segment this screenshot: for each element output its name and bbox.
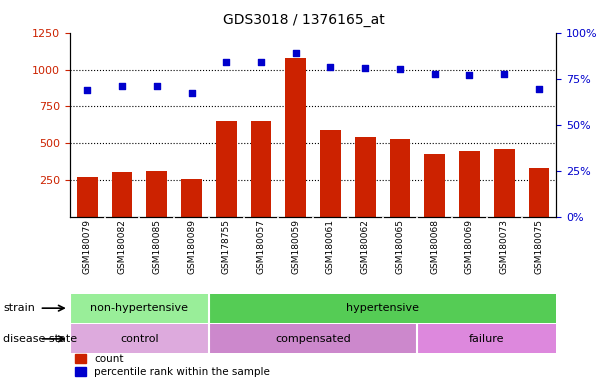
Legend: count, percentile rank within the sample: count, percentile rank within the sample (75, 354, 270, 377)
Point (465, 72, 474, 78)
Text: GSM180057: GSM180057 (257, 219, 266, 274)
Text: GSM180059: GSM180059 (291, 219, 300, 274)
Text: GSM180069: GSM180069 (465, 219, 474, 274)
Text: disease state: disease state (3, 334, 77, 344)
Bar (250, 121, 271, 217)
Point (117, 83, 127, 89)
Text: non-hypertensive: non-hypertensive (91, 303, 188, 313)
Bar (417, 324, 556, 353)
Point (221, 59, 231, 65)
Point (83, 87, 92, 93)
Bar (209, 294, 556, 323)
Text: GSM180085: GSM180085 (152, 219, 161, 274)
Bar (70, 294, 209, 323)
Text: GSM180061: GSM180061 (326, 219, 335, 274)
Bar (390, 139, 410, 217)
Bar (528, 167, 550, 217)
Point (326, 63, 336, 70)
Bar (77, 177, 98, 217)
Text: GSM180079: GSM180079 (83, 219, 92, 274)
Bar (147, 171, 167, 217)
Point (499, 71, 509, 77)
Point (187, 90, 196, 96)
Text: GSM180062: GSM180062 (361, 219, 370, 274)
Point (395, 66, 405, 72)
Text: control: control (120, 334, 159, 344)
Point (361, 65, 370, 71)
Bar (355, 137, 376, 217)
Text: strain: strain (3, 303, 35, 313)
Point (291, 50, 300, 56)
Bar (209, 324, 417, 353)
Point (430, 71, 440, 77)
Bar (285, 58, 306, 217)
Point (534, 86, 544, 92)
Text: GSM180068: GSM180068 (430, 219, 439, 274)
Text: GSM178755: GSM178755 (222, 219, 231, 274)
Bar (424, 154, 445, 217)
Bar (216, 121, 237, 217)
Text: GSM180089: GSM180089 (187, 219, 196, 274)
Text: GSM180082: GSM180082 (117, 219, 126, 274)
Bar (459, 151, 480, 217)
Text: GSM180065: GSM180065 (395, 219, 404, 274)
Text: GSM180073: GSM180073 (500, 219, 509, 274)
Point (256, 59, 266, 65)
Text: GSM180075: GSM180075 (534, 219, 544, 274)
Bar (70, 324, 209, 353)
Text: hypertensive: hypertensive (346, 303, 419, 313)
Text: failure: failure (469, 334, 505, 344)
Text: GDS3018 / 1376165_at: GDS3018 / 1376165_at (223, 13, 385, 27)
Bar (320, 130, 341, 217)
Bar (112, 172, 133, 217)
Bar (494, 149, 514, 217)
Bar (181, 179, 202, 217)
Point (152, 83, 162, 89)
Text: compensated: compensated (275, 334, 351, 344)
